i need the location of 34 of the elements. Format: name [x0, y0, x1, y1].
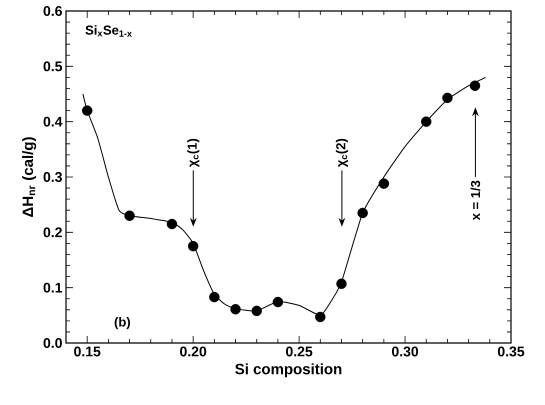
y-tick-label: 0.2 — [44, 227, 62, 238]
point — [188, 240, 198, 252]
x-tick-label: 0.20 — [180, 346, 206, 356]
point — [82, 105, 92, 116]
point — [378, 178, 390, 189]
point — [421, 116, 432, 127]
x-axis-title: Si composition — [235, 363, 342, 378]
y-tick-label: 0.1 — [44, 282, 62, 293]
point — [166, 218, 178, 230]
point — [230, 304, 241, 314]
annotation: χ$_{c}$(2) — [336, 138, 348, 168]
y-tick-label: 0.3 — [44, 172, 62, 182]
x-tick-label: 0.35 — [498, 346, 524, 356]
y-tick-label: 0.0 — [44, 338, 62, 348]
annotation: Si$_{x}$Se$_{1-x}$ — [85, 25, 132, 37]
x-tick-label: 0.15 — [74, 346, 100, 356]
annotation: (b) — [114, 317, 130, 330]
annotation: χ$_{c}$(1) — [187, 138, 200, 168]
x-tick-label: 0.30 — [392, 346, 418, 356]
annotation: x = 1/3 — [470, 180, 480, 220]
y-tick-label: 0.5 — [44, 61, 62, 72]
point — [442, 92, 453, 104]
point — [336, 278, 347, 289]
y-axis-title: ΔH$_{nr}$ (cal/g) — [22, 137, 36, 217]
point — [252, 306, 262, 316]
point — [272, 296, 284, 308]
y-tick-label: 0.6 — [44, 6, 62, 16]
point — [315, 312, 326, 322]
point — [124, 210, 135, 221]
point — [209, 292, 220, 302]
x-tick-label: 0.25 — [286, 346, 312, 356]
y-tick-label: 0.4 — [44, 116, 62, 127]
point — [470, 80, 480, 91]
point — [357, 208, 368, 218]
